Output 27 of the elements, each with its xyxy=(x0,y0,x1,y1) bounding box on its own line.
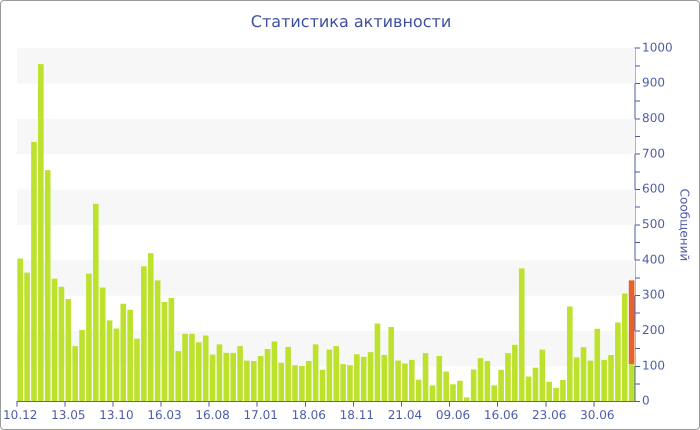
y-tick-label: 500 xyxy=(642,217,665,232)
x-tick-label: 16.06 xyxy=(484,408,518,422)
y-tick-label: 1000 xyxy=(642,40,673,54)
y-tick-label: 400 xyxy=(642,252,665,266)
y-tick-label: 700 xyxy=(642,146,665,160)
x-tick-label: 16.03 xyxy=(147,408,182,422)
x-tick-label: 21.04 xyxy=(388,408,422,422)
x-tick-label: 18.11 xyxy=(340,408,374,422)
y-tick-label: 900 xyxy=(642,76,665,90)
x-tick-label: 10.12 xyxy=(3,408,38,422)
x-tick-label: 17.01 xyxy=(243,408,278,422)
y-tick-label: 600 xyxy=(642,182,665,196)
y-tick-label: 300 xyxy=(642,288,665,302)
x-tick-label: 09.06 xyxy=(436,408,470,422)
bar xyxy=(628,280,634,364)
y-axis-title: Сообщений xyxy=(678,188,692,262)
y-tick-label: 200 xyxy=(642,323,665,338)
y-tick-label: 0 xyxy=(642,394,650,408)
y-tick-label: 800 xyxy=(642,111,665,126)
x-tick-label: 13.10 xyxy=(99,408,134,422)
x-tick-label: 18.06 xyxy=(292,408,326,422)
x-tick-label: 16.08 xyxy=(195,408,230,422)
x-tick-label: 13.05 xyxy=(51,408,86,422)
x-tick-label: 23.06 xyxy=(532,408,566,422)
chart-title: Статистика активности xyxy=(250,12,452,31)
y-tick-label: 100 xyxy=(642,358,665,372)
x-tick-label: 30.06 xyxy=(580,408,614,422)
